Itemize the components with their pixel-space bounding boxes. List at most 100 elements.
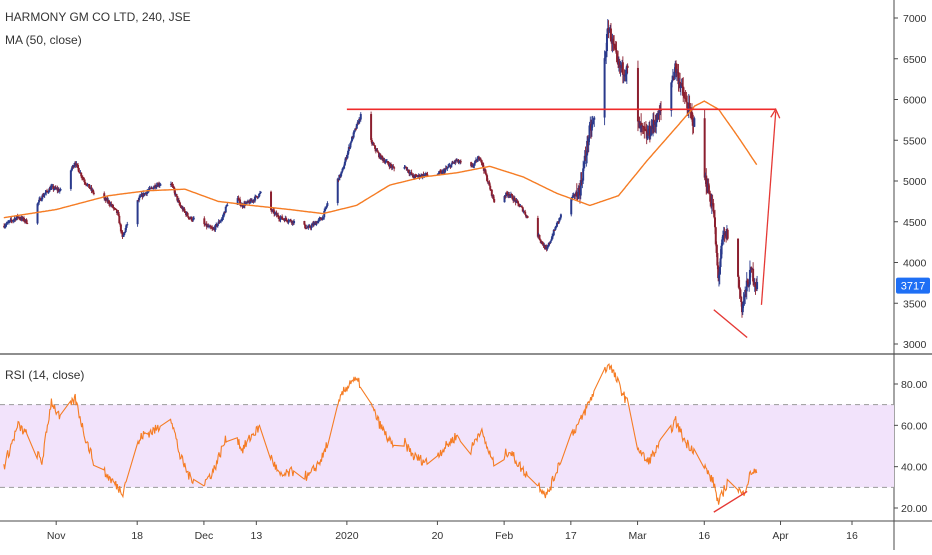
candle-body	[4, 225, 7, 227]
candle-body	[11, 220, 14, 222]
candle-body	[189, 218, 192, 220]
candle-body	[520, 206, 523, 208]
candle-body	[347, 151, 350, 155]
candle-body	[205, 223, 208, 227]
candle-body	[713, 211, 716, 218]
candle-body	[559, 214, 562, 218]
candle-body	[536, 217, 539, 237]
ma-line	[3, 100, 758, 219]
candle-body	[671, 80, 674, 83]
candle-body	[671, 76, 674, 81]
candle-body	[325, 205, 328, 208]
candle-body	[571, 195, 574, 198]
candle-body	[553, 229, 556, 231]
candle-body	[517, 203, 520, 207]
candle-body	[88, 184, 91, 188]
candle-body	[480, 159, 483, 163]
candle-body	[351, 136, 354, 142]
candle-body	[693, 118, 696, 127]
candle-body	[575, 192, 578, 197]
time-tick-label: Mar	[629, 530, 648, 542]
candle-body	[192, 218, 195, 221]
candle-body	[80, 172, 83, 177]
price-tick-label: 4500	[903, 217, 927, 229]
candle-body	[648, 125, 651, 137]
price-divergence-line[interactable]	[713, 309, 748, 339]
candle-body	[191, 220, 194, 222]
candle-body	[304, 228, 307, 230]
candle-body	[257, 196, 260, 198]
last-price-value: 3717	[901, 281, 925, 293]
candle-body	[344, 157, 347, 162]
candle-body	[309, 227, 312, 229]
candle-body	[137, 200, 140, 202]
candle-body	[685, 98, 688, 103]
time-axis[interactable]: Nov 18 Dec 13 2020 20 Feb 17 Mar 16 Apr 16	[47, 521, 858, 542]
candle-body	[493, 199, 496, 203]
candle-body	[578, 187, 581, 190]
candle-body	[482, 162, 485, 167]
rsi-tick-label: 80.00	[901, 379, 927, 391]
candle-body	[470, 162, 473, 167]
candle-body	[720, 245, 723, 259]
candle-body	[715, 244, 718, 253]
candle-body	[373, 144, 376, 146]
candle-body	[77, 165, 80, 169]
rsi-legend[interactable]: RSI (14, close)	[5, 368, 84, 382]
candle-body	[447, 166, 450, 168]
candle-body	[719, 258, 722, 268]
candle-body	[716, 252, 719, 266]
candle-body	[625, 65, 628, 75]
candle-body	[5, 223, 8, 226]
candle-body	[123, 232, 126, 236]
candle-body	[152, 187, 155, 189]
candle-body	[710, 202, 713, 206]
candles	[3, 19, 759, 318]
candle-body	[178, 201, 181, 206]
candle-body	[587, 138, 590, 146]
candle-body	[114, 208, 117, 210]
candle-body	[82, 178, 85, 180]
candle-body	[348, 147, 351, 149]
candle-body	[492, 195, 495, 200]
candle-body	[555, 226, 558, 228]
projection-arrow[interactable]	[760, 111, 777, 305]
candle-body	[443, 169, 446, 173]
candle-body	[738, 287, 741, 290]
time-tick-label: Apr	[772, 530, 789, 542]
candle-body	[77, 168, 80, 172]
candle-body	[108, 200, 111, 204]
candle-body	[657, 111, 660, 120]
candle-body	[7, 221, 10, 223]
candle-body	[138, 196, 141, 198]
candle-body	[36, 203, 39, 224]
candle-body	[322, 217, 325, 219]
symbol-title[interactable]: HARMONY GM CO LTD, 240, JSE	[5, 10, 191, 24]
time-tick-label: Nov	[47, 530, 66, 542]
candle-body	[590, 124, 593, 131]
price-axis[interactable]: 7000 6500 6000 5500 5000 4500 4000 3500 3000	[894, 13, 927, 351]
candle-body	[249, 199, 252, 204]
candle-body	[504, 196, 507, 198]
ma-legend[interactable]: MA (50, close)	[5, 33, 82, 47]
candle-body	[315, 222, 318, 225]
candle-body	[541, 241, 544, 245]
candle-body	[687, 102, 690, 114]
price-tick-label: 6500	[903, 54, 927, 66]
candle-body	[743, 295, 746, 302]
candle-body	[258, 193, 261, 197]
candle-body	[303, 221, 306, 225]
candle-body	[214, 224, 217, 230]
candle-body	[279, 217, 282, 220]
rsi-axis[interactable]: 80.00 60.00 40.00 20.00	[894, 379, 927, 515]
candle-body	[605, 51, 608, 58]
rsi-divergence-line[interactable]	[713, 490, 748, 513]
candle-body	[44, 192, 47, 195]
candle-body	[76, 163, 79, 166]
candle-body	[615, 50, 618, 54]
candle-body	[277, 217, 280, 219]
candle-body	[546, 246, 549, 249]
candle-body	[446, 167, 449, 169]
candle-body	[70, 168, 73, 171]
